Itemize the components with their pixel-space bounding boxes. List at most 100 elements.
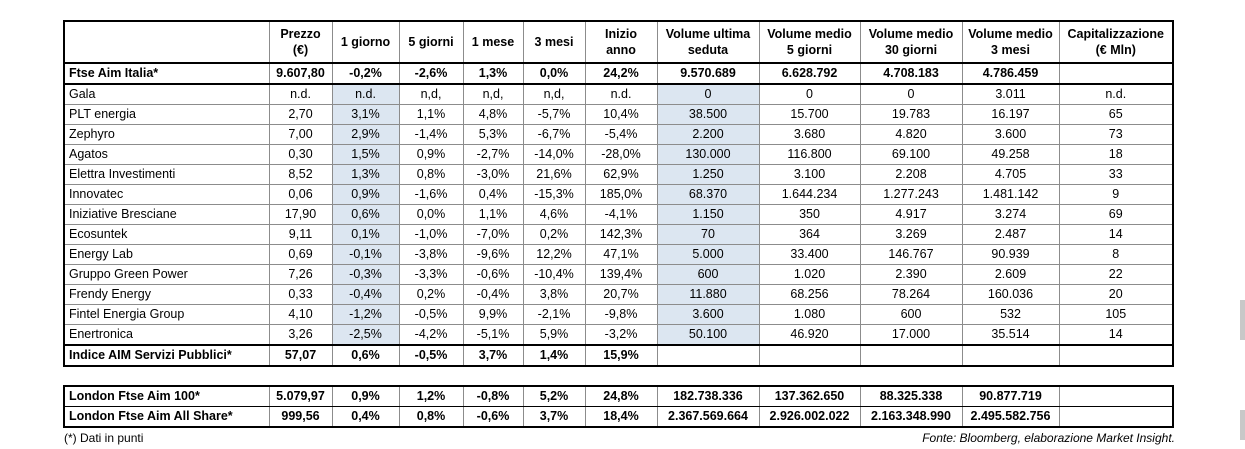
cell-value: -9,8% bbox=[584, 304, 658, 325]
cell-value: 38.500 bbox=[656, 104, 760, 125]
row-name: Fintel Energia Group bbox=[63, 304, 270, 325]
cell-value bbox=[859, 344, 963, 367]
row-name: Enertronica bbox=[63, 324, 270, 346]
cell-value: 1.277.243 bbox=[859, 184, 963, 205]
cell-value: 22 bbox=[1058, 264, 1174, 285]
cell-value: 2.367.569.664 bbox=[656, 406, 760, 428]
cell-value: -5,7% bbox=[522, 104, 586, 125]
cell-value: 6.628.792 bbox=[758, 62, 861, 85]
cell-value: 5.079,97 bbox=[268, 385, 333, 407]
london-table: London Ftse Aim 100* 5.079,97 0,9% 1,2% -0,8… bbox=[63, 385, 1174, 428]
cell-value: 69 bbox=[1058, 204, 1174, 225]
cell-value: 3.269 bbox=[859, 224, 963, 245]
table-row: Gruppo Green Power 7,26 -0,3% -3,3% -0,6% -10… bbox=[63, 264, 1174, 285]
row-name: Ftse Aim Italia* bbox=[63, 62, 270, 85]
cell-value bbox=[656, 344, 760, 367]
cell-value: 7,26 bbox=[268, 264, 333, 285]
table-row: Ecosuntek 9,11 0,1% -1,0% -7,0% 0,2% 142,3% 70 3… bbox=[63, 224, 1174, 245]
cell-value: 105 bbox=[1058, 304, 1174, 325]
cell-value: 7,00 bbox=[268, 124, 333, 145]
cell-value: -14,0% bbox=[522, 144, 586, 165]
cell-value bbox=[961, 344, 1060, 367]
cell-value: 146.767 bbox=[859, 244, 963, 265]
cell-value: -5,4% bbox=[584, 124, 658, 145]
cell-value: 49.258 bbox=[961, 144, 1060, 165]
cell-value: 0,4% bbox=[462, 184, 524, 205]
cell-value: 4.917 bbox=[859, 204, 963, 225]
cell-value: 69.100 bbox=[859, 144, 963, 165]
cell-value: 1.481.142 bbox=[961, 184, 1060, 205]
cell-value: 4.820 bbox=[859, 124, 963, 145]
cell-value: 68.256 bbox=[758, 284, 861, 305]
column-header: 5 giorni bbox=[398, 20, 464, 64]
cell-value: 0,0% bbox=[522, 62, 586, 85]
cell-value: n,d, bbox=[462, 83, 524, 105]
cell-value: 5,2% bbox=[522, 385, 586, 407]
row-name: Gala bbox=[63, 83, 270, 105]
cell-value: 8,52 bbox=[268, 164, 333, 185]
cell-value: 14 bbox=[1058, 324, 1174, 346]
cell-value: 1.644.234 bbox=[758, 184, 861, 205]
cell-value: n.d. bbox=[1058, 83, 1174, 105]
row-name: Iniziative Bresciane bbox=[63, 204, 270, 225]
scroll-edge-lower bbox=[1240, 410, 1245, 440]
header-row: Prezzo (€) 1 giorno 5 giorni 1 mese 3 mesi In… bbox=[63, 20, 1174, 64]
table-row: Fintel Energia Group 4,10 -1,2% -0,5% 9,9% -2… bbox=[63, 304, 1174, 325]
table-row: Elettra Investimenti 8,52 1,3% 0,8% -3,0% 21,… bbox=[63, 164, 1174, 185]
cell-value: -1,4% bbox=[398, 124, 464, 145]
cell-value: 17.000 bbox=[859, 324, 963, 346]
cell-value: 11.880 bbox=[656, 284, 760, 305]
cell-value: 2.200 bbox=[656, 124, 760, 145]
cell-value: 4,10 bbox=[268, 304, 333, 325]
cell-value: 4,6% bbox=[522, 204, 586, 225]
cell-value: 160.036 bbox=[961, 284, 1060, 305]
total-row: Ftse Aim Italia* 9.607,80 -0,2% -2,6% 1,3% 0,… bbox=[63, 62, 1174, 85]
table-row: Zephyro 7,00 2,9% -1,4% 5,3% -6,7% -5,4% 2.200 3… bbox=[63, 124, 1174, 145]
cell-value: 0,33 bbox=[268, 284, 333, 305]
cell-value: 2,70 bbox=[268, 104, 333, 125]
cell-value: 9 bbox=[1058, 184, 1174, 205]
source-note: Fonte: Bloomberg, elaborazione Market In… bbox=[922, 431, 1175, 445]
cell-value: 0,8% bbox=[398, 164, 464, 185]
cell-value bbox=[1058, 344, 1174, 367]
cell-value: -2,1% bbox=[522, 304, 586, 325]
cell-value: -7,0% bbox=[462, 224, 524, 245]
row-name: Ecosuntek bbox=[63, 224, 270, 245]
cell-value bbox=[1058, 406, 1174, 428]
column-header: 1 mese bbox=[462, 20, 524, 64]
cell-value: 2.926.002.022 bbox=[758, 406, 861, 428]
cell-value: -4,2% bbox=[398, 324, 464, 346]
cell-value: -1,6% bbox=[398, 184, 464, 205]
cell-value: 8 bbox=[1058, 244, 1174, 265]
scroll-edge bbox=[1240, 300, 1245, 340]
cell-value: 3,26 bbox=[268, 324, 333, 346]
cell-value: 0,1% bbox=[331, 224, 400, 245]
cell-value: 19.783 bbox=[859, 104, 963, 125]
cell-value: 5,3% bbox=[462, 124, 524, 145]
cell-value: -0,6% bbox=[462, 406, 524, 428]
london-row: London Ftse Aim 100* 5.079,97 0,9% 1,2% -0,8… bbox=[63, 385, 1174, 407]
cell-value: 57,07 bbox=[268, 344, 333, 367]
cell-value: 2,9% bbox=[331, 124, 400, 145]
cell-value: 0 bbox=[859, 83, 963, 105]
london-row: London Ftse Aim All Share* 999,56 0,4% 0,8%… bbox=[63, 406, 1174, 428]
cell-value: 9.570.689 bbox=[656, 62, 760, 85]
cell-value: -1,0% bbox=[398, 224, 464, 245]
cell-value: -0,4% bbox=[331, 284, 400, 305]
cell-value: 0,06 bbox=[268, 184, 333, 205]
cell-value: 0 bbox=[656, 83, 760, 105]
cell-value: 33 bbox=[1058, 164, 1174, 185]
cell-value: 90.939 bbox=[961, 244, 1060, 265]
cell-value: 15,9% bbox=[584, 344, 658, 367]
cell-value: 65 bbox=[1058, 104, 1174, 125]
cell-value: 20,7% bbox=[584, 284, 658, 305]
column-header: Prezzo (€) bbox=[268, 20, 333, 64]
cell-value: 3.274 bbox=[961, 204, 1060, 225]
cell-value: -9,6% bbox=[462, 244, 524, 265]
cell-value: -4,1% bbox=[584, 204, 658, 225]
cell-value: 62,9% bbox=[584, 164, 658, 185]
cell-value: 33.400 bbox=[758, 244, 861, 265]
cell-value: -3,8% bbox=[398, 244, 464, 265]
cell-value: 0,4% bbox=[331, 406, 400, 428]
cell-value: 2.390 bbox=[859, 264, 963, 285]
